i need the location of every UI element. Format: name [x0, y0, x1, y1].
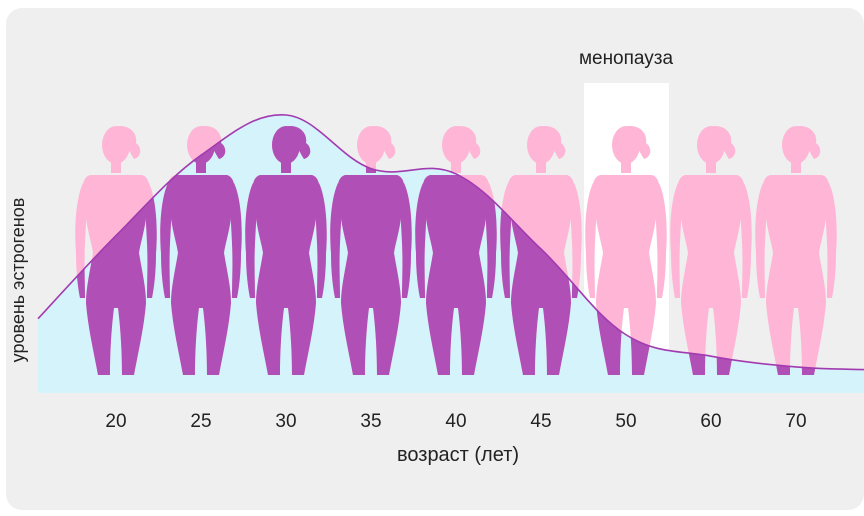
x-tick-labels: 20 25 30 35 40 45 50 60 70 — [105, 411, 806, 432]
x-tick-35: 35 — [360, 411, 381, 432]
x-tick-25: 25 — [190, 411, 211, 432]
woman-figure-70 — [755, 125, 837, 376]
x-tick-30: 30 — [275, 411, 296, 432]
estrogen-curve — [37, 114, 864, 371]
x-axis-label: возраст (лет) — [397, 444, 519, 466]
x-tick-40: 40 — [445, 411, 466, 432]
y-axis-label: уровень эстрогенов — [8, 198, 28, 363]
x-tick-60: 60 — [700, 411, 721, 432]
woman-figure-60 — [670, 125, 752, 376]
x-tick-20: 20 — [105, 411, 126, 432]
menopause-label: менопауза — [579, 48, 674, 69]
x-tick-70: 70 — [785, 411, 806, 432]
x-tick-45: 45 — [530, 411, 551, 432]
x-tick-50: 50 — [615, 411, 636, 432]
